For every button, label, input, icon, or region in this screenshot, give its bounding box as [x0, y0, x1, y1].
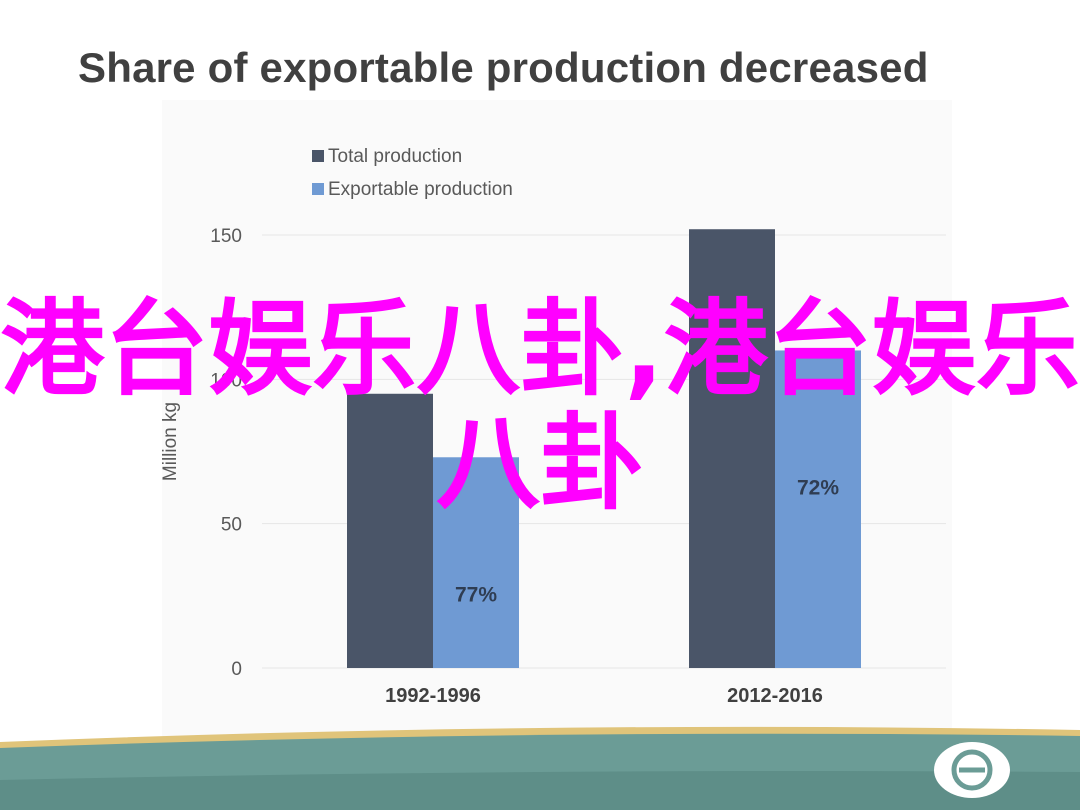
- x-category-label: 2012-2016: [727, 685, 823, 707]
- x-category-label: 1992-1996: [385, 685, 481, 707]
- bar-exportable-1: [433, 457, 519, 668]
- bar-exportable-2: [775, 350, 861, 668]
- y-tick-label: 150: [210, 226, 242, 247]
- legend-swatch: [312, 183, 324, 195]
- footer-stripe: [0, 726, 1080, 750]
- page-title: Share of exportable production decreased: [78, 44, 929, 91]
- y-tick-label: 100: [210, 370, 242, 391]
- legend-label: Total production: [328, 146, 462, 167]
- footer-bottom: [0, 771, 1080, 810]
- logo-mark-icon: [934, 742, 1010, 798]
- footer-band: [0, 726, 1080, 810]
- legend-swatch: [312, 150, 324, 162]
- bar-total-2: [689, 229, 775, 668]
- legend-label: Exportable production: [328, 179, 513, 200]
- y-axis-label: Million kg: [160, 402, 181, 481]
- bar-total-1: [347, 393, 433, 668]
- bar-data-label: 72%: [797, 476, 839, 499]
- y-tick-label: 0: [231, 659, 242, 680]
- bar-data-label: 77%: [455, 583, 497, 606]
- y-tick-label: 50: [221, 515, 242, 536]
